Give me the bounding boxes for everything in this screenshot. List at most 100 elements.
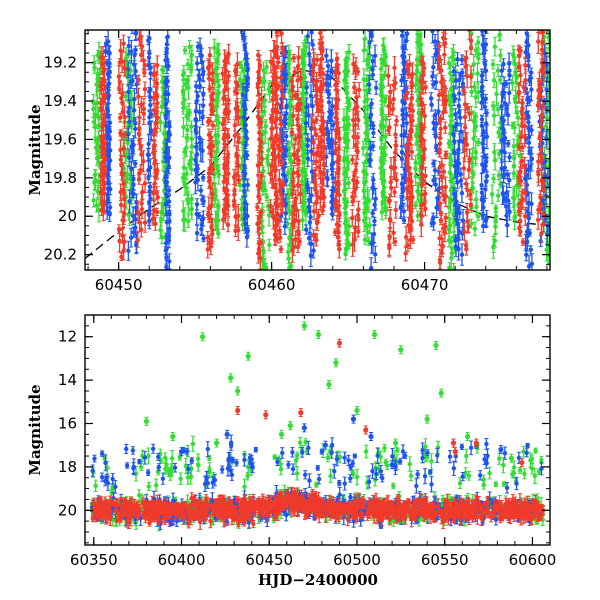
green-point bbox=[469, 89, 474, 95]
green-point bbox=[470, 18, 474, 22]
green-point bbox=[189, 124, 194, 129]
green-point bbox=[123, 152, 129, 158]
blue-point bbox=[372, 218, 377, 224]
green-point bbox=[510, 80, 515, 86]
blue-point bbox=[200, 103, 206, 108]
green-point bbox=[342, 187, 348, 192]
blue-point bbox=[402, 131, 408, 136]
green-point bbox=[185, 62, 191, 67]
blue-point bbox=[133, 31, 139, 36]
blue-point bbox=[194, 61, 200, 66]
green-point bbox=[189, 52, 195, 57]
green-point bbox=[473, 114, 478, 119]
green-point bbox=[451, 57, 457, 63]
green-point bbox=[378, 93, 384, 98]
green-point bbox=[342, 78, 347, 83]
blue-point bbox=[166, 188, 172, 193]
blue-point bbox=[404, 121, 409, 126]
green-point bbox=[92, 180, 97, 185]
blue-point bbox=[368, 146, 373, 151]
blue-point bbox=[325, 81, 331, 87]
blue-point bbox=[147, 20, 151, 24]
green-point bbox=[93, 112, 98, 117]
green-point bbox=[344, 91, 350, 96]
blue-point bbox=[330, 175, 336, 181]
green-point bbox=[451, 219, 457, 225]
blue-point bbox=[368, 114, 373, 120]
green-point bbox=[472, 125, 478, 130]
green-point bbox=[512, 125, 517, 131]
green-point bbox=[446, 227, 452, 232]
green-point bbox=[184, 113, 190, 119]
blue-point bbox=[201, 91, 206, 96]
blue-point bbox=[166, 164, 171, 169]
blue-point bbox=[145, 152, 151, 157]
blue-point bbox=[283, 211, 288, 216]
blue-point bbox=[163, 202, 169, 207]
green-point bbox=[285, 170, 291, 175]
blue-point bbox=[128, 235, 134, 240]
green-point bbox=[264, 64, 269, 70]
blue-point bbox=[326, 100, 332, 105]
blue-point bbox=[399, 133, 404, 138]
blue-point bbox=[105, 71, 111, 77]
green-point bbox=[475, 40, 481, 45]
blue-point bbox=[329, 58, 334, 63]
green-point bbox=[299, 179, 305, 184]
blue-point bbox=[200, 72, 206, 77]
green-point bbox=[94, 203, 99, 208]
blue-point bbox=[198, 188, 204, 193]
blue-point bbox=[324, 175, 330, 180]
blue-point bbox=[198, 147, 203, 152]
green-point bbox=[346, 49, 352, 55]
blue-point bbox=[129, 49, 134, 54]
blue-point bbox=[308, 214, 313, 220]
blue-point bbox=[309, 193, 314, 198]
blue-point bbox=[309, 30, 314, 35]
blue-point bbox=[197, 110, 202, 115]
green-point bbox=[188, 67, 194, 72]
green-point bbox=[186, 219, 191, 224]
green-point bbox=[491, 113, 497, 118]
green-point bbox=[213, 218, 218, 224]
green-point bbox=[214, 224, 219, 229]
blue-point bbox=[308, 253, 314, 258]
blue-point bbox=[399, 78, 404, 83]
blue-point bbox=[164, 50, 169, 55]
green-point bbox=[343, 251, 348, 256]
blue-point bbox=[370, 185, 375, 191]
green-point bbox=[287, 57, 293, 62]
green-point bbox=[158, 120, 163, 125]
blue-point bbox=[106, 93, 112, 98]
green-point bbox=[498, 182, 503, 187]
blue-point bbox=[164, 179, 170, 185]
blue-point bbox=[147, 218, 152, 224]
blue-point bbox=[311, 248, 316, 253]
blue-point bbox=[309, 169, 315, 174]
green-point bbox=[475, 90, 481, 95]
green-point bbox=[182, 149, 187, 155]
green-point bbox=[184, 135, 190, 141]
blue-point bbox=[399, 156, 405, 162]
blue-point bbox=[324, 53, 329, 58]
green-point bbox=[413, 174, 418, 179]
blue-point bbox=[126, 43, 132, 49]
green-point bbox=[383, 152, 388, 158]
blue-point bbox=[163, 92, 168, 97]
blue-point bbox=[370, 123, 376, 128]
blue-point bbox=[193, 117, 199, 123]
green-point bbox=[189, 144, 195, 149]
blue-point bbox=[327, 141, 332, 146]
green-point bbox=[494, 91, 499, 97]
blue-point bbox=[310, 104, 315, 109]
green-point bbox=[514, 75, 519, 80]
blue-point bbox=[284, 134, 289, 139]
green-point bbox=[379, 210, 385, 215]
blue-point bbox=[244, 153, 250, 158]
blue-point bbox=[328, 75, 333, 81]
green-point bbox=[515, 115, 521, 120]
green-point bbox=[546, 35, 550, 40]
green-point bbox=[184, 185, 189, 191]
blue-point bbox=[126, 109, 131, 115]
